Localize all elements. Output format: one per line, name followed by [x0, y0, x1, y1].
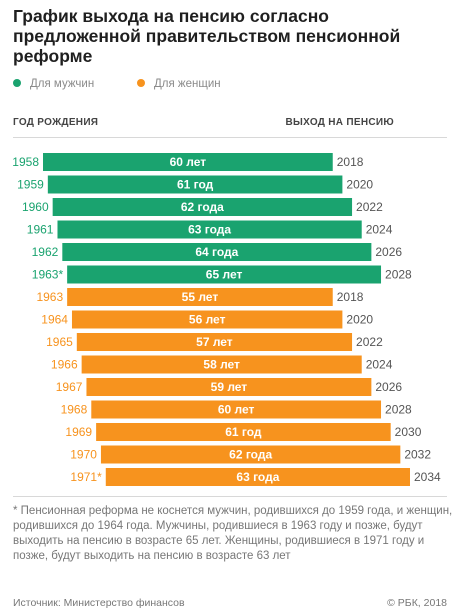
retire-year-label: 2022	[356, 200, 383, 214]
retire-year-label: 2028	[385, 403, 412, 417]
birth-year-label: 1961	[27, 223, 54, 237]
birth-year-label: 1959	[17, 178, 44, 192]
retire-year-label: 2020	[346, 313, 373, 327]
birth-year-label: 1968	[61, 403, 88, 417]
bar-women-6	[67, 288, 333, 306]
age-label: 64 года	[195, 245, 238, 259]
age-label: 62 года	[229, 448, 272, 462]
retirement-header: ВЫХОД НА ПЕНСИЮ	[285, 117, 394, 128]
birth-year-label: 1962	[32, 245, 59, 259]
retire-year-label: 2024	[366, 358, 393, 372]
birth-year-label: 1970	[70, 448, 97, 462]
age-label: 60 лет	[218, 403, 255, 417]
age-label: 57 лет	[196, 335, 233, 349]
age-label: 58 лет	[203, 358, 240, 372]
age-label: 56 лет	[189, 313, 226, 327]
bar-women-7	[71, 310, 343, 329]
age-label: 63 года	[236, 470, 279, 484]
chart-canvas: 1958 60 лет 2018 1959 61 год 2020 1960 62 года 2…	[12, 153, 441, 486]
bar-women-14	[105, 468, 411, 486]
age-label: 62 года	[181, 200, 224, 214]
bar-women-9	[81, 355, 362, 374]
age-label: 60 лет	[170, 155, 207, 169]
legend-item-women: Для женщин	[137, 78, 221, 90]
retire-year-label: 2018	[337, 155, 364, 169]
legend-swatch-women	[137, 78, 145, 87]
age-label: 61 год	[177, 178, 214, 192]
retire-year-label: 2032	[404, 448, 431, 462]
age-label: 55 лет	[182, 290, 219, 304]
bar-women-12	[96, 423, 391, 441]
retire-year-label: 2026	[375, 380, 402, 394]
birth-year-header: ГОД РОЖДЕНИЯ	[13, 117, 99, 128]
retire-year-label: 2022	[356, 335, 383, 349]
bar-men-1	[47, 175, 343, 194]
bar-men-2	[52, 198, 353, 216]
age-label: 65 лет	[206, 268, 243, 282]
source: Источник: Министерство финансов	[13, 597, 185, 609]
copyright: © РБК, 2018	[387, 597, 447, 609]
bar-men-5	[67, 265, 382, 284]
chart-title: График выхода на пенсию согласно предлож…	[13, 6, 401, 66]
age-label: 59 лет	[211, 380, 248, 394]
age-label: 61 год	[225, 425, 262, 439]
birth-year-label: 1958	[12, 155, 39, 169]
header-divider	[13, 137, 447, 138]
retire-year-label: 2034	[414, 470, 441, 484]
birth-year-label: 1964	[41, 313, 68, 327]
bar-women-8	[76, 333, 353, 351]
retire-year-label: 2026	[375, 245, 402, 259]
bar-men-4	[62, 243, 372, 261]
birth-year-label: 1963*	[32, 268, 64, 282]
bar-women-11	[91, 400, 382, 419]
bar-men-3	[57, 220, 362, 239]
birth-year-label: 1960	[22, 200, 49, 214]
retire-year-label: 2020	[346, 178, 373, 192]
retire-year-label: 2030	[395, 425, 422, 439]
footnote: * Пенсионная реформа не коснется мужчин,…	[13, 505, 453, 562]
birth-year-label: 1963	[36, 290, 63, 304]
birth-year-label: 1966	[51, 358, 78, 372]
birth-year-label: 1969	[65, 425, 92, 439]
bar-women-10	[86, 378, 372, 396]
birth-year-label: 1967	[56, 380, 83, 394]
legend-item-men: Для мужчин	[13, 78, 94, 90]
birth-year-label: 1971*	[70, 470, 102, 484]
birth-year-label: 1965	[46, 335, 73, 349]
legend-label-women: Для женщин	[154, 78, 221, 90]
legend-label-men: Для мужчин	[30, 78, 95, 90]
bar-men-0	[43, 153, 333, 171]
retire-year-label: 2018	[337, 290, 364, 304]
bar-women-13	[100, 445, 401, 464]
retire-year-label: 2024	[366, 223, 393, 237]
age-label: 63 года	[188, 223, 231, 237]
footnote-divider	[13, 496, 447, 497]
retire-year-label: 2028	[385, 268, 412, 282]
legend-swatch-men	[13, 78, 21, 87]
